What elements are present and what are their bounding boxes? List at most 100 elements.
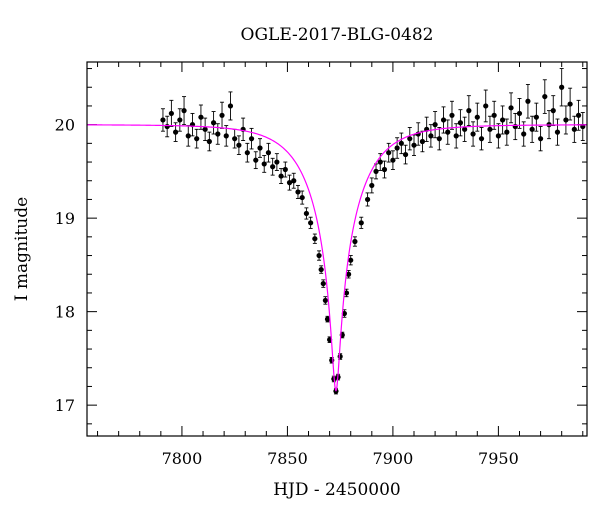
data-point bbox=[500, 105, 506, 135]
point-marker bbox=[236, 142, 242, 148]
point-marker bbox=[491, 112, 497, 118]
data-point bbox=[487, 115, 493, 143]
point-marker bbox=[500, 117, 506, 123]
point-marker bbox=[407, 136, 413, 142]
point-marker bbox=[295, 189, 301, 195]
point-marker bbox=[386, 150, 392, 156]
point-marker bbox=[337, 353, 343, 360]
point-marker bbox=[206, 138, 212, 145]
point-marker bbox=[215, 131, 221, 137]
point-marker bbox=[320, 280, 326, 287]
data-point bbox=[257, 138, 263, 158]
point-marker bbox=[312, 236, 318, 242]
point-marker bbox=[369, 182, 375, 189]
data-point bbox=[320, 279, 326, 288]
point-marker bbox=[364, 196, 371, 203]
point-marker bbox=[343, 290, 350, 296]
x-tick-label: 7900 bbox=[373, 449, 414, 468]
data-point bbox=[478, 126, 485, 151]
data-point bbox=[206, 131, 212, 152]
data-point bbox=[495, 123, 501, 149]
point-marker bbox=[440, 117, 447, 123]
point-marker bbox=[487, 126, 493, 132]
data-point bbox=[432, 111, 438, 139]
data-point bbox=[402, 144, 409, 165]
data-point bbox=[215, 123, 221, 145]
point-marker bbox=[495, 133, 501, 139]
data-point bbox=[219, 101, 225, 129]
data-point bbox=[352, 236, 358, 247]
data-point bbox=[407, 126, 413, 151]
data-point bbox=[312, 233, 318, 244]
point-marker bbox=[219, 112, 225, 118]
y-axis-label: I magnitude bbox=[12, 197, 32, 301]
data-point bbox=[316, 250, 322, 261]
data-point bbox=[286, 174, 293, 191]
data-point bbox=[318, 265, 324, 274]
data-point bbox=[381, 160, 388, 179]
point-marker bbox=[419, 138, 426, 145]
point-marker bbox=[346, 271, 352, 277]
point-marker bbox=[516, 110, 523, 117]
point-marker bbox=[373, 168, 379, 174]
data-point bbox=[295, 184, 301, 199]
point-marker bbox=[462, 126, 468, 132]
point-marker bbox=[257, 145, 263, 151]
data-point bbox=[198, 104, 204, 130]
point-marker bbox=[398, 140, 404, 146]
point-marker bbox=[428, 133, 434, 139]
data-point bbox=[160, 108, 166, 132]
point-marker bbox=[253, 157, 259, 163]
data-point bbox=[181, 96, 187, 126]
point-marker bbox=[402, 151, 409, 158]
point-marker bbox=[160, 117, 166, 123]
data-point bbox=[567, 87, 573, 121]
data-point bbox=[253, 151, 259, 170]
point-marker bbox=[432, 122, 438, 128]
point-marker bbox=[164, 123, 170, 130]
chart-title: OGLE-2017-BLG-0482 bbox=[241, 25, 434, 45]
data-point bbox=[278, 168, 284, 185]
point-marker bbox=[449, 112, 455, 118]
point-marker bbox=[554, 129, 561, 135]
data-point bbox=[274, 153, 280, 171]
point-marker bbox=[474, 114, 480, 120]
point-marker bbox=[457, 120, 464, 126]
data-point bbox=[343, 288, 350, 298]
data-point bbox=[291, 172, 297, 189]
data-points bbox=[160, 68, 586, 395]
data-point bbox=[348, 255, 354, 266]
x-tick-label: 7850 bbox=[267, 449, 308, 468]
plot-frame bbox=[86, 61, 588, 437]
y-tick-label: 17 bbox=[55, 396, 75, 415]
data-point bbox=[516, 98, 523, 129]
x-tick-label: 7950 bbox=[478, 449, 519, 468]
data-point bbox=[299, 190, 305, 205]
data-point bbox=[369, 177, 375, 194]
data-point bbox=[470, 121, 476, 147]
data-point bbox=[322, 296, 328, 305]
data-point bbox=[550, 95, 556, 127]
data-point bbox=[324, 315, 331, 323]
y-tick-label: 19 bbox=[55, 209, 75, 228]
point-marker bbox=[316, 252, 322, 259]
point-marker bbox=[324, 316, 331, 322]
point-marker bbox=[308, 220, 314, 226]
data-point bbox=[227, 91, 234, 121]
data-point bbox=[445, 119, 451, 145]
point-marker bbox=[478, 136, 485, 142]
point-marker bbox=[181, 108, 187, 114]
point-marker bbox=[571, 126, 577, 132]
point-marker bbox=[248, 136, 255, 142]
point-marker bbox=[453, 133, 459, 139]
point-marker bbox=[210, 120, 217, 126]
point-marker bbox=[261, 161, 267, 167]
data-point bbox=[428, 124, 434, 148]
point-marker bbox=[529, 126, 535, 132]
tick-labels: 7800 7850 7900 7950 17 18 19 20 bbox=[55, 116, 519, 468]
point-marker bbox=[291, 178, 297, 184]
point-marker bbox=[244, 150, 250, 156]
point-marker bbox=[390, 157, 396, 163]
point-marker bbox=[194, 136, 200, 142]
